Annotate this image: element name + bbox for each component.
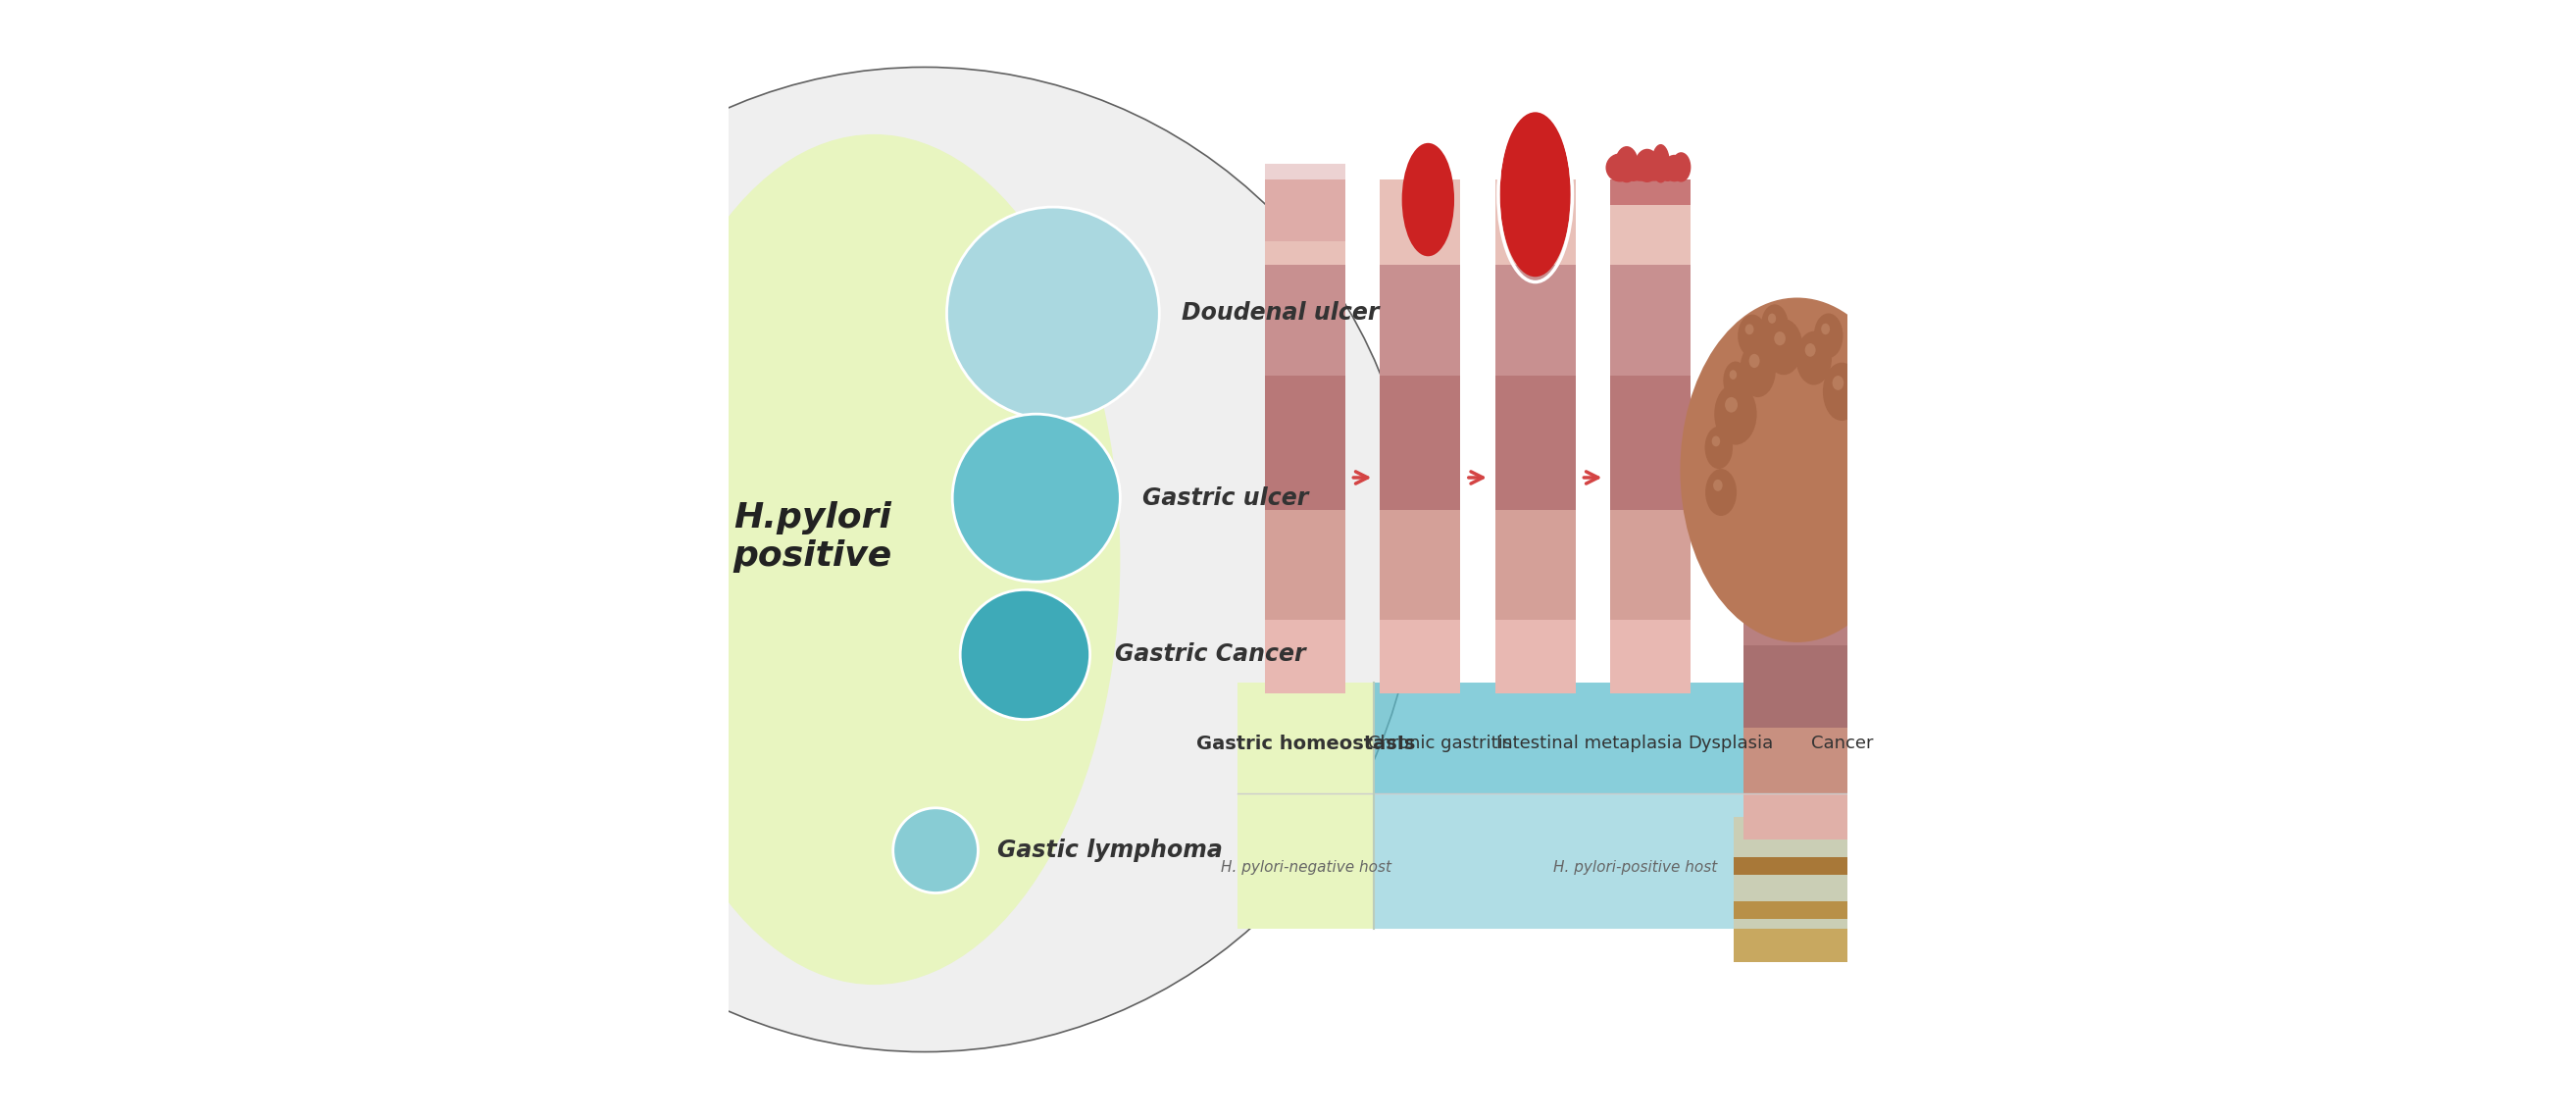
Bar: [1610, 179, 1690, 265]
Text: Gastric Cancer: Gastric Cancer: [1115, 642, 1306, 667]
Bar: [1744, 526, 1850, 579]
Text: Cancer: Cancer: [1811, 735, 1873, 752]
Bar: [1265, 179, 1345, 265]
Ellipse shape: [1857, 422, 1868, 435]
Ellipse shape: [1855, 393, 1883, 435]
Ellipse shape: [1672, 152, 1690, 182]
Ellipse shape: [1680, 298, 1914, 642]
Bar: [1494, 375, 1577, 510]
Bar: [1265, 163, 1345, 241]
Circle shape: [948, 207, 1159, 420]
Bar: [1734, 857, 1860, 875]
Ellipse shape: [1728, 370, 1736, 379]
Ellipse shape: [1625, 158, 1643, 181]
Circle shape: [894, 808, 979, 893]
Ellipse shape: [1605, 153, 1633, 182]
Text: Intestinal metaplasia: Intestinal metaplasia: [1497, 735, 1682, 752]
Ellipse shape: [1767, 313, 1775, 323]
Ellipse shape: [1739, 314, 1767, 357]
Circle shape: [961, 590, 1090, 720]
Ellipse shape: [1664, 154, 1685, 181]
Circle shape: [953, 414, 1121, 582]
Ellipse shape: [1749, 354, 1759, 368]
Bar: [1734, 817, 1860, 962]
Bar: [1265, 510, 1345, 620]
Bar: [1610, 179, 1690, 205]
Text: Chronic gastritis: Chronic gastritis: [1368, 735, 1512, 752]
Bar: [1610, 510, 1690, 620]
Ellipse shape: [1636, 149, 1659, 182]
Ellipse shape: [1775, 331, 1785, 346]
Ellipse shape: [1765, 319, 1803, 375]
Ellipse shape: [1852, 370, 1860, 379]
Bar: [1494, 179, 1577, 265]
Ellipse shape: [1832, 376, 1844, 391]
Ellipse shape: [1705, 469, 1736, 516]
Ellipse shape: [1806, 344, 1816, 357]
Bar: [1265, 265, 1345, 375]
Ellipse shape: [1713, 436, 1721, 446]
Ellipse shape: [1795, 331, 1832, 385]
Bar: [1265, 620, 1345, 694]
Ellipse shape: [1638, 160, 1669, 181]
Ellipse shape: [1814, 313, 1842, 358]
Ellipse shape: [1713, 479, 1723, 491]
Ellipse shape: [1499, 112, 1571, 276]
Bar: [1494, 620, 1577, 694]
Ellipse shape: [629, 134, 1121, 985]
Ellipse shape: [1651, 144, 1669, 182]
Ellipse shape: [1850, 410, 1883, 463]
Ellipse shape: [1862, 403, 1870, 413]
Ellipse shape: [1615, 147, 1638, 182]
Ellipse shape: [1762, 304, 1788, 345]
Bar: [1744, 579, 1850, 646]
Bar: [1610, 375, 1690, 510]
Text: Gastric homeostasIs: Gastric homeostasIs: [1195, 734, 1414, 753]
Text: H. pylori-negative host: H. pylori-negative host: [1221, 861, 1391, 875]
Bar: [1381, 375, 1461, 510]
Ellipse shape: [1744, 325, 1754, 335]
Text: Doudenal ulcer: Doudenal ulcer: [1182, 301, 1378, 326]
Ellipse shape: [1705, 426, 1734, 469]
Ellipse shape: [1625, 160, 1654, 181]
FancyArrow shape: [1373, 683, 1886, 929]
Bar: [1744, 646, 1850, 727]
Bar: [1236, 683, 1373, 929]
Circle shape: [433, 67, 1417, 1052]
Ellipse shape: [1824, 363, 1860, 421]
Bar: [1744, 727, 1850, 794]
Bar: [1734, 901, 1860, 919]
Ellipse shape: [1723, 361, 1749, 399]
Text: H. pylori-positive host: H. pylori-positive host: [1553, 861, 1716, 875]
Bar: [1265, 375, 1345, 510]
Ellipse shape: [1739, 341, 1775, 397]
Bar: [1381, 620, 1461, 694]
Ellipse shape: [1862, 492, 1893, 537]
Bar: [1610, 265, 1690, 375]
Bar: [1494, 265, 1577, 375]
Bar: [1381, 510, 1461, 620]
Text: Dysplasia: Dysplasia: [1687, 735, 1772, 752]
Ellipse shape: [1713, 383, 1757, 444]
Bar: [1373, 793, 1896, 929]
Bar: [1610, 620, 1690, 694]
Ellipse shape: [1870, 502, 1878, 514]
Text: Gastic lymphoma: Gastic lymphoma: [997, 838, 1224, 863]
Bar: [1494, 510, 1577, 620]
Ellipse shape: [1847, 361, 1870, 399]
Bar: [1381, 179, 1461, 265]
Bar: [1381, 265, 1461, 375]
Ellipse shape: [1401, 143, 1455, 256]
Ellipse shape: [1659, 158, 1677, 181]
Ellipse shape: [1726, 397, 1739, 413]
Text: Gastric ulcer: Gastric ulcer: [1144, 486, 1309, 510]
Bar: [1744, 794, 1850, 839]
Ellipse shape: [1821, 323, 1829, 335]
Text: H.pylori
positive: H.pylori positive: [734, 501, 891, 573]
